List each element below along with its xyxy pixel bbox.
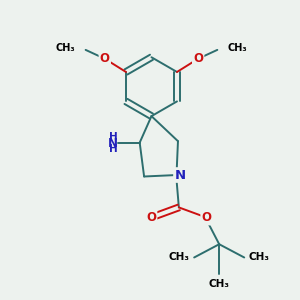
Text: CH₃: CH₃ [169, 253, 190, 262]
Text: O: O [100, 52, 110, 65]
Text: CH₃: CH₃ [56, 44, 75, 53]
Text: H: H [109, 144, 118, 154]
Text: N: N [108, 137, 118, 150]
Text: O: O [193, 52, 203, 65]
Text: O: O [146, 211, 156, 224]
Text: O: O [202, 211, 212, 224]
Text: CH₃: CH₃ [249, 253, 270, 262]
Text: CH₃: CH₃ [228, 44, 247, 53]
Text: CH₃: CH₃ [209, 279, 230, 289]
Text: H: H [109, 132, 118, 142]
Text: N: N [175, 169, 186, 182]
